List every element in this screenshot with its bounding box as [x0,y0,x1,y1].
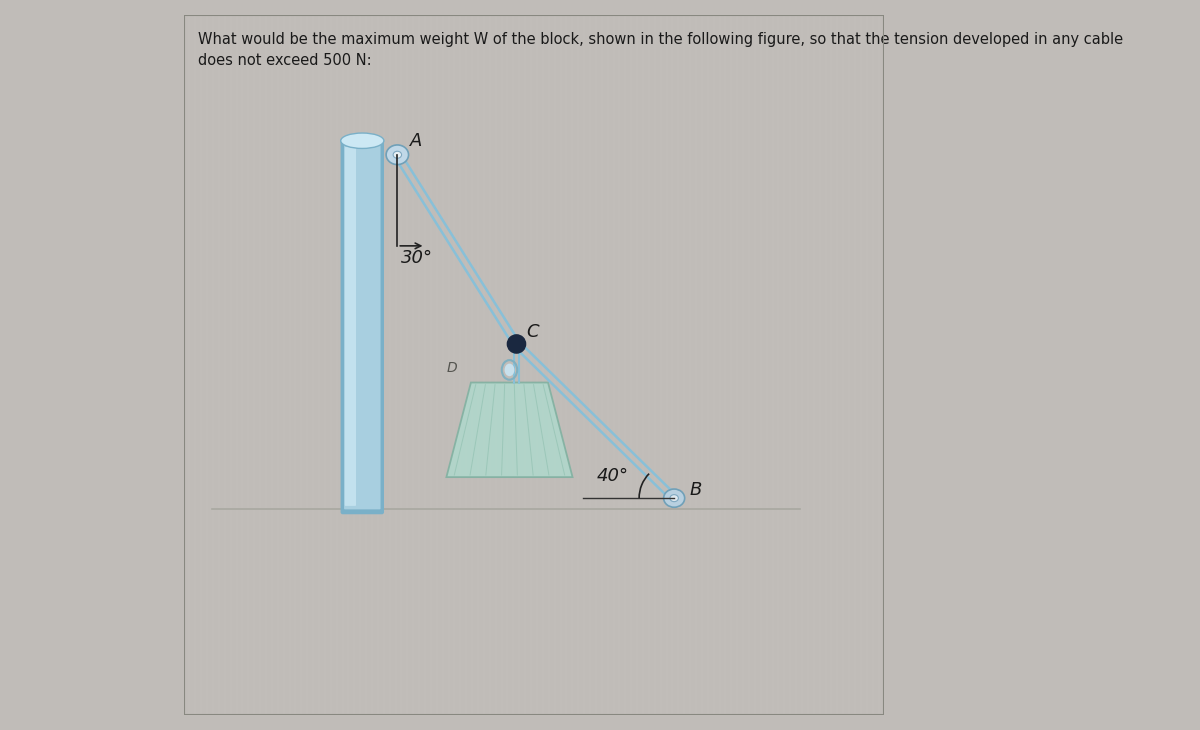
FancyBboxPatch shape [343,143,382,510]
Text: 30°: 30° [401,250,433,267]
FancyBboxPatch shape [341,139,384,514]
Ellipse shape [394,151,402,158]
Text: 40°: 40° [598,466,629,485]
Text: A: A [410,132,422,150]
Ellipse shape [670,495,678,502]
Text: B: B [690,480,702,499]
Text: D: D [446,361,457,375]
Text: What would be the maximum weight W of the block, shown in the following figure, : What would be the maximum weight W of th… [198,32,1123,47]
Text: C: C [527,323,539,341]
Text: does not exceed 500 N:: does not exceed 500 N: [198,53,371,68]
Ellipse shape [504,364,515,376]
Ellipse shape [664,489,685,507]
Polygon shape [446,383,572,477]
Ellipse shape [386,145,408,164]
Ellipse shape [341,133,384,148]
Circle shape [508,335,526,353]
FancyBboxPatch shape [344,147,356,506]
